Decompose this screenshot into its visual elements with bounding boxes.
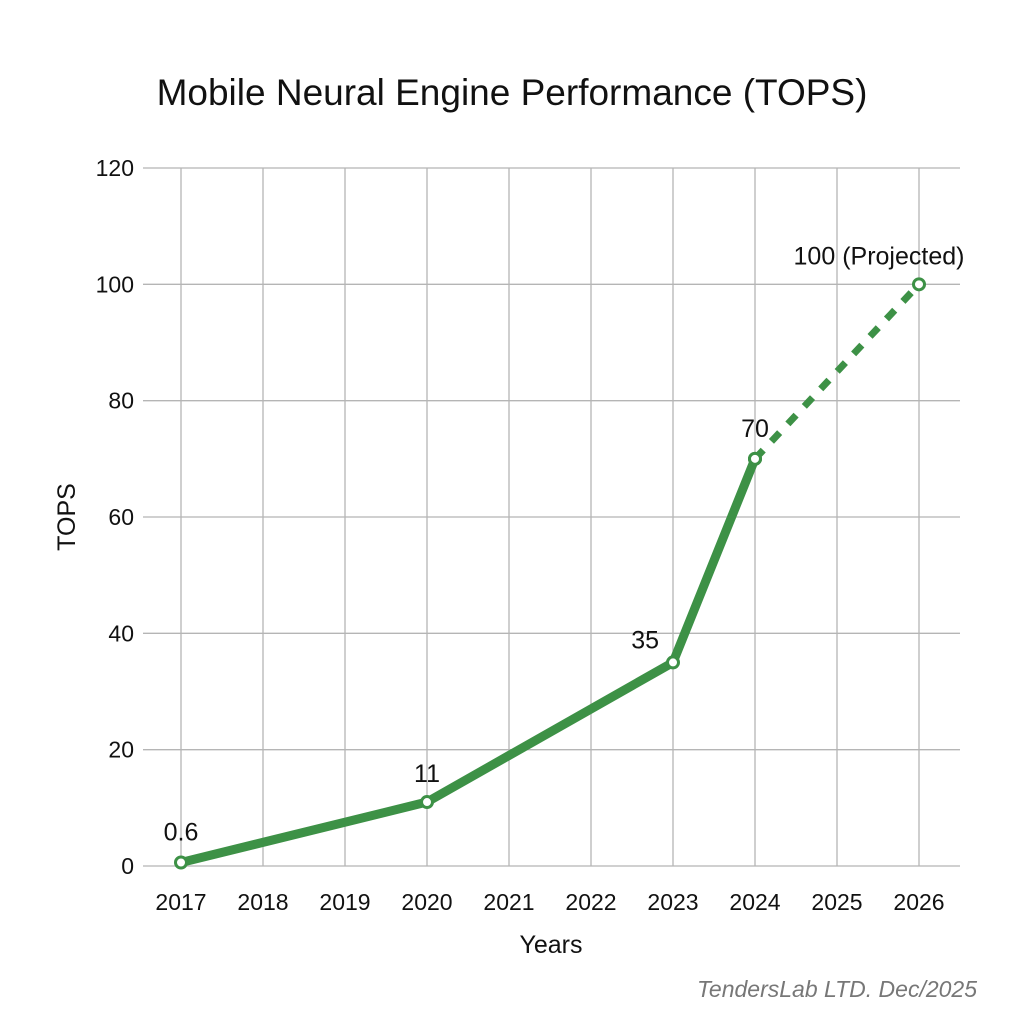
x-tick-labels: 2017 2018 2019 2020 2021 2022 2023 2024 2025 2026 bbox=[155, 889, 944, 915]
x-tick-label: 2025 bbox=[811, 889, 862, 915]
x-tick-label: 2023 bbox=[647, 889, 698, 915]
x-tick-label: 2024 bbox=[729, 889, 780, 915]
x-tick-label: 2021 bbox=[483, 889, 534, 915]
data-point-marker bbox=[420, 795, 434, 810]
chart-title: Mobile Neural Engine Performance (TOPS) bbox=[157, 72, 868, 113]
y-tick-label: 100 bbox=[96, 271, 134, 297]
data-label: 70 bbox=[741, 415, 769, 443]
x-axis-label: Years bbox=[519, 931, 582, 959]
x-tick-label: 2017 bbox=[155, 889, 206, 915]
data-label: 0.6 bbox=[164, 819, 199, 847]
x-tick-label: 2020 bbox=[401, 889, 452, 915]
dashed-series-line bbox=[752, 281, 922, 462]
x-tick-label: 2019 bbox=[319, 889, 370, 915]
x-tick-label: 2022 bbox=[565, 889, 616, 915]
data-label: 11 bbox=[414, 760, 440, 788]
data-point-marker bbox=[174, 855, 188, 870]
data-point-marker bbox=[912, 277, 926, 292]
grid bbox=[143, 167, 960, 867]
y-tick-labels: 0 20 40 60 80 100 120 bbox=[96, 155, 134, 879]
footnote: TendersLab LTD. Dec/2025 bbox=[697, 976, 977, 1002]
y-tick-label: 60 bbox=[108, 504, 134, 530]
x-tick-label: 2018 bbox=[237, 889, 288, 915]
y-tick-label: 0 bbox=[121, 853, 134, 879]
data-label: 100 (Projected) bbox=[794, 242, 965, 270]
data-point-marker bbox=[748, 451, 762, 466]
y-tick-label: 40 bbox=[108, 620, 134, 646]
y-tick-label: 120 bbox=[96, 155, 134, 181]
data-point-marker bbox=[666, 655, 680, 670]
data-label: 35 bbox=[631, 626, 659, 654]
y-tick-label: 80 bbox=[108, 388, 134, 414]
x-tick-label: 2026 bbox=[893, 889, 944, 915]
solid-series-line bbox=[179, 457, 760, 867]
y-axis-label: TOPS bbox=[53, 483, 81, 551]
series bbox=[174, 277, 926, 870]
y-tick-label: 20 bbox=[108, 737, 134, 763]
data-labels: 0.6 11 35 70 100 (Projected) bbox=[164, 242, 965, 846]
